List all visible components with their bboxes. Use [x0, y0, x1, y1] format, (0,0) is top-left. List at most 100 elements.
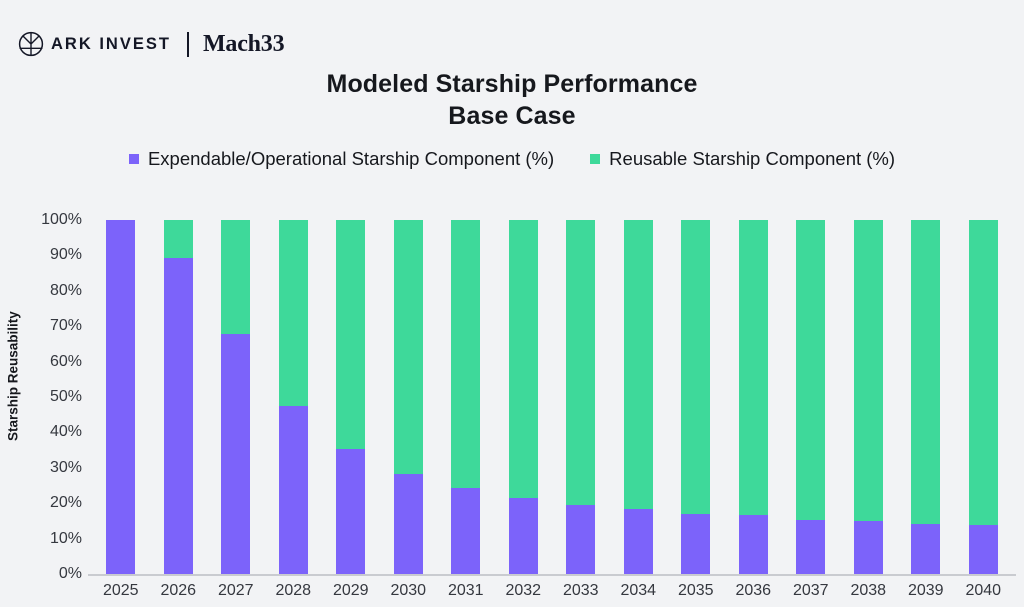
bar-segment-reusable[interactable] — [968, 220, 998, 525]
bar-segment-expendable[interactable] — [681, 514, 711, 574]
y-axis-tick-label: 100% — [41, 211, 82, 228]
bar-segment-reusable[interactable] — [221, 220, 251, 334]
bar-stack[interactable] — [451, 220, 481, 574]
bar-segment-expendable[interactable] — [163, 257, 193, 574]
bar-stack[interactable] — [968, 220, 998, 574]
bar-segment-reusable[interactable] — [853, 220, 883, 521]
chart-title: Modeled Starship Performance — [326, 70, 698, 98]
y-axis-tick-label: 40% — [49, 423, 82, 441]
bar-segment-reusable[interactable] — [393, 220, 423, 475]
bar-segment-reusable[interactable] — [796, 220, 826, 520]
chart-area: 100% 90% 80% 70% 60% 50% 40% 30% 20% 10% 0% 2025 20… — [0, 196, 1024, 607]
bar-stack[interactable] — [796, 220, 826, 574]
bar-stack[interactable] — [681, 220, 711, 574]
legend-label-expendable: Expendable/Operational Starship Componen… — [147, 148, 555, 169]
brand-partner-text: Mach33 — [202, 30, 285, 57]
bar-stack[interactable] — [278, 220, 308, 574]
bar-segment-expendable[interactable] — [106, 220, 136, 574]
bar-column[interactable] — [92, 220, 150, 574]
bar-column[interactable] — [955, 220, 1013, 574]
bar-segment-reusable[interactable] — [278, 220, 308, 406]
bar-column[interactable] — [897, 220, 955, 574]
chart-subtitle: Base Case — [448, 102, 576, 130]
legend-item-expendable[interactable]: Expendable/Operational Starship Componen… — [128, 148, 555, 170]
bar-segment-expendable[interactable] — [278, 405, 308, 574]
bar-stack[interactable] — [106, 220, 136, 574]
x-axis-tick-label: 2040 — [965, 582, 1002, 599]
bar-segment-reusable[interactable] — [508, 220, 538, 498]
bar-segment-expendable[interactable] — [393, 474, 423, 574]
bar-column[interactable] — [840, 220, 898, 574]
bar-column[interactable] — [495, 220, 553, 574]
y-axis-tick-label: 80% — [49, 281, 82, 299]
bar-segment-expendable[interactable] — [968, 524, 998, 574]
legend-swatch-reusable — [590, 154, 601, 164]
x-axis-tick-label: 2031 — [447, 582, 484, 599]
chart-legend: Expendable/Operational Starship Componen… — [0, 148, 1024, 170]
bar-segment-expendable[interactable] — [336, 448, 366, 574]
bar-segment-reusable[interactable] — [566, 220, 596, 506]
bar-segment-expendable[interactable] — [221, 334, 251, 574]
x-axis-tick-label: 2035 — [677, 582, 714, 599]
y-axis-tick-label: 90% — [49, 246, 82, 264]
bar-stack[interactable] — [853, 220, 883, 574]
bar-stack[interactable] — [163, 220, 193, 574]
x-axis-tick-label: 2039 — [907, 582, 944, 599]
bar-column[interactable] — [437, 220, 495, 574]
bar-segment-reusable[interactable] — [623, 220, 653, 510]
bar-stack[interactable] — [738, 220, 768, 574]
legend-label-reusable: Reusable Starship Component (%) — [609, 148, 896, 169]
bar-stack[interactable] — [221, 220, 251, 574]
bar-column[interactable] — [322, 220, 380, 574]
bar-column[interactable] — [610, 220, 668, 574]
bar-column[interactable] — [150, 220, 208, 574]
bar-column[interactable] — [380, 220, 438, 574]
bar-segment-expendable[interactable] — [623, 509, 653, 574]
bar-column[interactable] — [552, 220, 610, 574]
bar-stack[interactable] — [911, 220, 941, 574]
bar-column[interactable] — [207, 220, 265, 574]
bar-segment-reusable[interactable] — [451, 220, 481, 488]
bar-column[interactable] — [782, 220, 840, 574]
bar-segment-reusable[interactable] — [911, 220, 941, 525]
x-axis-tick-label: 2026 — [160, 582, 197, 599]
y-axis-tick-label: 0% — [58, 565, 82, 582]
bar-stack[interactable] — [566, 220, 596, 574]
x-axis-tick-label: 2038 — [850, 582, 887, 599]
bar-segment-reusable[interactable] — [681, 220, 711, 515]
bar-column[interactable] — [265, 220, 323, 574]
x-axis-tick-label: 2030 — [390, 582, 427, 599]
x-axis-tick-label: 2027 — [217, 582, 254, 599]
bar-stack[interactable] — [623, 220, 653, 574]
bar-segment-expendable[interactable] — [738, 514, 768, 574]
x-axis-labels: 2025 2026 2027 2028 2029 2030 2031 2032 2033 2034… — [92, 582, 1012, 600]
bar-segment-expendable[interactable] — [566, 505, 596, 574]
y-axis-tick-label: 70% — [49, 317, 82, 335]
bar-segment-expendable[interactable] — [451, 487, 481, 574]
x-axis-tick-label: 2032 — [505, 582, 542, 599]
x-axis-tick-label: 2029 — [332, 582, 369, 599]
plot-area — [92, 220, 1012, 574]
bar-segment-expendable[interactable] — [508, 497, 538, 574]
bar-column[interactable] — [667, 220, 725, 574]
brand-ark-text: ARK INVEST — [51, 34, 171, 53]
bar-segment-expendable[interactable] — [853, 520, 883, 574]
y-axis-tick-label: 10% — [49, 529, 82, 547]
bar-segment-expendable[interactable] — [911, 524, 941, 574]
ark-invest-logo-mark-icon — [18, 31, 44, 57]
bar-segment-reusable[interactable] — [336, 220, 366, 449]
bar-segment-reusable[interactable] — [738, 220, 768, 515]
legend-item-reusable[interactable]: Reusable Starship Component (%) — [590, 148, 895, 170]
bar-group — [92, 220, 1012, 574]
bar-stack[interactable] — [336, 220, 366, 574]
y-axis-tick-label: 60% — [49, 352, 82, 370]
bar-stack[interactable] — [508, 220, 538, 574]
bar-column[interactable] — [725, 220, 783, 574]
bar-stack[interactable] — [393, 220, 423, 574]
x-axis-tick-label: 2033 — [562, 582, 599, 599]
chart-title-block: Modeled Starship Performance Base Case — [0, 68, 1024, 132]
bar-segment-reusable[interactable] — [163, 220, 193, 258]
x-axis-tick-label: 2034 — [620, 582, 657, 599]
y-axis-tick-label: 20% — [49, 494, 82, 512]
bar-segment-expendable[interactable] — [796, 519, 826, 574]
